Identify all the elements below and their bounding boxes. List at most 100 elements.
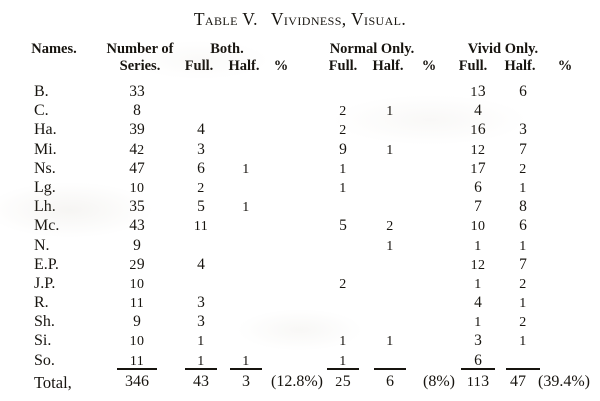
total-vivid-half: 47: [510, 373, 526, 390]
cell-series: 11: [129, 296, 145, 312]
table-row: E.P. 29 4 12 7: [0, 255, 600, 274]
total-series: 346: [125, 373, 149, 390]
total-normal-percent: (8%): [423, 373, 455, 390]
column-group-header-vivid-only: Vivid Only.: [467, 41, 539, 57]
table-row: Sh. 9 3 1 2: [0, 312, 600, 331]
cell-vivid-half: 2: [519, 161, 527, 177]
cell-name: R.: [34, 294, 49, 312]
cell-series: 42: [129, 140, 145, 158]
total-both-percent: (12.8%): [271, 373, 323, 390]
cell-both-full: 1: [197, 353, 205, 369]
cell-normal-full: 2: [339, 104, 347, 120]
cell-normal-full: 2: [339, 276, 347, 292]
cell-both-half: 1: [242, 353, 250, 369]
cell-name: Sh.: [34, 313, 55, 331]
cell-vivid-full: 1: [474, 276, 482, 292]
cell-vivid-full: 17: [470, 159, 486, 177]
cell-series: 33: [129, 83, 145, 100]
table-header: Names. Number of Series. Both. Full. Hal…: [0, 41, 600, 81]
table-row: B. 33 13 6: [0, 82, 600, 101]
cell-vivid-full: 1: [474, 315, 482, 331]
table-subject: Vividness, Visual.: [270, 9, 407, 29]
cell-series: 9: [133, 236, 141, 254]
cell-vivid-half: 6: [519, 83, 527, 100]
cell-normal-half: 1: [386, 238, 394, 254]
cell-both-full: 3: [197, 294, 205, 312]
cell-both-half: 1: [242, 200, 250, 216]
cell-normal-full: 1: [339, 180, 347, 196]
table-row: Lh. 35 5 1 7 8: [0, 197, 600, 216]
cell-normal-full: 9: [339, 140, 347, 158]
cell-vivid-half: 1: [519, 296, 527, 312]
cell-vivid-full: 12: [470, 257, 486, 273]
table-row: Lg. 10 2 1 6 1: [0, 178, 600, 197]
cell-name: N.: [34, 236, 50, 254]
sum-rule-vivid-half: [506, 368, 540, 370]
cell-both-full: 1: [197, 334, 205, 350]
cell-series: 10: [129, 276, 145, 292]
sum-rule-vivid-full: [461, 368, 495, 370]
table-row: R. 11 3 4 1: [0, 293, 600, 312]
sum-rule-normal-half: [374, 368, 406, 370]
column-header-both-half: Half.: [228, 58, 260, 74]
cell-both-full: 2: [197, 180, 205, 196]
cell-name: Lg.: [34, 178, 56, 196]
cell-series: 39: [129, 121, 145, 139]
cell-normal-full: 1: [339, 353, 347, 369]
cell-vivid-half: 8: [519, 198, 527, 216]
cell-name: C.: [34, 102, 49, 120]
sum-rule-normal-full: [327, 368, 359, 370]
cell-name: Mi.: [34, 140, 57, 158]
column-group-header-both: Both.: [210, 41, 244, 57]
column-header-normal-half: Half.: [372, 58, 404, 74]
cell-name: J.P.: [34, 274, 56, 292]
table-row: Ns. 47 6 1 1 17 2: [0, 159, 600, 178]
cell-vivid-half: 2: [519, 276, 527, 292]
table-row: C. 8 2 1 4: [0, 101, 600, 120]
cell-vivid-full: 4: [474, 294, 482, 312]
cell-vivid-full: 7: [474, 198, 482, 216]
cell-normal-half: 1: [386, 334, 394, 350]
sum-rule-both-half: [230, 368, 262, 370]
table-row: Mi. 42 3 9 1 12 7: [0, 140, 600, 159]
sum-rule-both-full: [185, 368, 217, 370]
column-header-both-percent: %: [273, 58, 289, 74]
cell-vivid-full: 6: [474, 178, 482, 196]
cell-normal-full: 1: [339, 161, 347, 177]
cell-series: 9: [133, 313, 141, 331]
cell-name: Lh.: [34, 198, 56, 216]
total-normal-half: 6: [386, 373, 394, 390]
total-vivid-percent: (39.4%): [538, 373, 590, 390]
table-row: Ha. 39 4 2 16 3: [0, 120, 600, 139]
cell-both-full: 4: [197, 121, 205, 139]
cell-name: E.P.: [34, 255, 59, 273]
cell-name: Ns.: [34, 159, 56, 177]
column-header-both-full: Full.: [184, 58, 214, 74]
cell-series: 43: [129, 217, 145, 235]
cell-vivid-half: 6: [519, 217, 527, 235]
cell-vivid-half: 1: [519, 180, 527, 196]
cell-normal-full: 1: [339, 334, 347, 350]
cell-normal-half: 1: [386, 142, 394, 158]
cell-vivid-half: 2: [519, 315, 527, 331]
cell-series: 10: [129, 180, 145, 196]
total-label: Total,: [34, 373, 72, 392]
cell-both-full: 3: [197, 313, 205, 331]
column-header-vivid-full: Full.: [458, 58, 488, 74]
column-header-normal-full: Full.: [328, 58, 358, 74]
cell-vivid-half: 3: [519, 121, 527, 139]
total-normal-full: 25: [335, 373, 351, 390]
cell-vivid-half: 1: [519, 334, 527, 350]
column-header-vivid-percent: %: [557, 58, 573, 74]
cell-both-half: 1: [242, 161, 250, 177]
table-row: N. 9 1 1 1: [0, 236, 600, 255]
cell-vivid-full: 16: [470, 121, 486, 139]
cell-vivid-full: 3: [474, 332, 482, 350]
cell-vivid-full: 10: [470, 219, 486, 235]
cell-series: 29: [129, 255, 145, 273]
column-header-series: Series.: [119, 58, 161, 74]
cell-vivid-full: 6: [474, 351, 482, 369]
cell-series: 47: [129, 159, 145, 177]
table-row: Mc. 43 11 5 2 10 6: [0, 216, 600, 235]
total-vivid-full: 113: [466, 373, 490, 390]
